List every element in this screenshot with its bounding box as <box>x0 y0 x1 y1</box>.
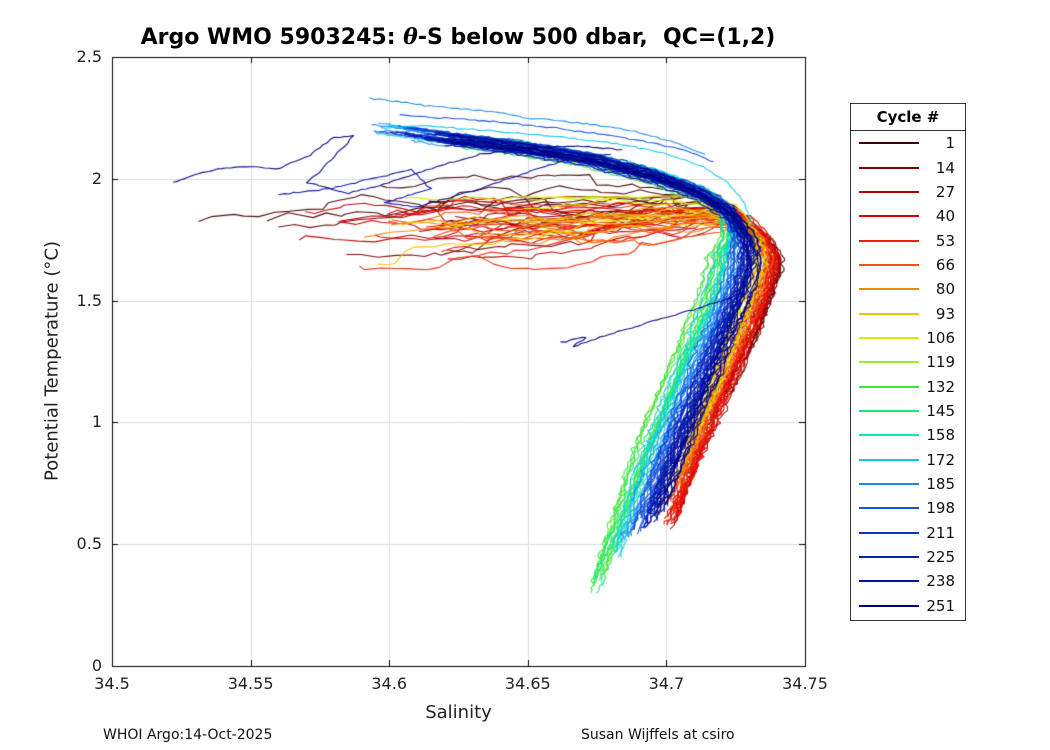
legend-entry: 185 <box>851 472 965 496</box>
y-tick-label: 1.5 <box>76 290 102 310</box>
legend-entry-label: 251 <box>926 596 955 615</box>
legend-entry: 198 <box>851 496 965 520</box>
legend-entry-label: 14 <box>935 158 955 177</box>
y-tick-label: 2.5 <box>76 47 102 66</box>
legend-entry: 225 <box>851 545 965 569</box>
legend-entry-label: 185 <box>926 474 955 493</box>
legend-line-swatch <box>859 434 919 437</box>
legend-line-swatch <box>859 239 919 242</box>
legend-line-swatch <box>859 409 919 412</box>
legend-entry-label: 66 <box>935 255 955 274</box>
legend-entry: 172 <box>851 447 965 471</box>
legend-entry: 119 <box>851 350 965 374</box>
footer-right: Susan Wijffels at csiro <box>581 727 735 743</box>
legend-entry-label: 27 <box>935 182 955 201</box>
legend-line-swatch <box>859 507 919 510</box>
legend-line-swatch <box>859 604 919 607</box>
x-tick-label: 34.65 <box>504 674 551 693</box>
legend-entry-label: 172 <box>926 450 955 469</box>
legend-entry: 80 <box>851 277 965 301</box>
x-tick-label: 34.55 <box>227 674 274 693</box>
legend-entry-label: 119 <box>926 353 955 372</box>
legend-entry: 251 <box>851 594 965 618</box>
y-tick-label: 0 <box>91 656 102 675</box>
legend-entry-label: 158 <box>926 426 955 445</box>
legend-entry-label: 145 <box>926 401 955 420</box>
legend-entry: 211 <box>851 521 965 545</box>
legend-entry-label: 80 <box>935 280 955 299</box>
legend-entry: 66 <box>851 253 965 277</box>
legend-line-swatch <box>859 336 919 339</box>
footer-left: WHOI Argo:14-Oct-2025 <box>103 727 273 743</box>
legend-entry-label: 40 <box>935 207 955 226</box>
y-tick-label: 1 <box>91 412 102 432</box>
legend-line-swatch <box>859 361 919 364</box>
legend-line-swatch <box>859 263 919 266</box>
legend-entry: 93 <box>851 301 965 325</box>
title-suffix: -S below 500 dbar, QC=(1,2) <box>417 25 776 50</box>
legend-entry: 40 <box>851 204 965 228</box>
legend-title: Cycle # <box>851 104 965 131</box>
legend: Cycle # 1 14 27 40 53 66 80 93 106 119 132 145 158 17… <box>850 103 966 621</box>
x-tick-label: 34.7 <box>648 674 685 693</box>
legend-line-swatch <box>859 385 919 388</box>
legend-line-swatch <box>859 580 919 583</box>
x-tick-label: 34.5 <box>94 674 130 693</box>
legend-entry: 53 <box>851 228 965 252</box>
legend-entry: 1 <box>851 131 965 155</box>
x-axis-label: Salinity <box>425 702 492 723</box>
legend-entry: 158 <box>851 423 965 447</box>
legend-line-swatch <box>859 312 919 315</box>
legend-entry: 238 <box>851 569 965 593</box>
legend-entry: 106 <box>851 326 965 350</box>
title-prefix: Argo WMO 5903245: <box>140 25 404 50</box>
legend-line-swatch <box>859 288 919 291</box>
legend-line-swatch <box>859 531 919 534</box>
legend-entry: 145 <box>851 399 965 423</box>
legend-entry: 132 <box>851 374 965 398</box>
legend-entry-label: 211 <box>926 523 955 542</box>
legend-entry-label: 198 <box>926 499 955 518</box>
legend-entry-label: 238 <box>926 572 955 591</box>
legend-line-swatch <box>859 458 919 461</box>
legend-line-swatch <box>859 166 919 169</box>
theta-symbol: θ <box>403 24 418 50</box>
legend-entry-label: 132 <box>926 377 955 396</box>
legend-rows: 1 14 27 40 53 66 80 93 106 119 132 145 158 172 185 198 2… <box>851 131 965 618</box>
legend-entry: 27 <box>851 180 965 204</box>
legend-entry-label: 225 <box>926 548 955 567</box>
y-axis-label: Potential Temperature (°C) <box>41 241 63 481</box>
legend-entry-label: 53 <box>935 231 955 250</box>
legend-entry-label: 93 <box>935 304 955 323</box>
legend-line-swatch <box>859 482 919 485</box>
figure-title: Argo WMO 5903245: θ-S below 500 dbar, QC… <box>100 24 816 50</box>
legend-entry-label: 1 <box>945 134 955 153</box>
legend-entry: 14 <box>851 155 965 179</box>
legend-line-swatch <box>859 142 919 145</box>
legend-line-swatch <box>859 556 919 559</box>
x-tick-label: 34.75 <box>782 674 828 693</box>
legend-line-swatch <box>859 215 919 218</box>
y-tick-label: 2 <box>91 168 102 188</box>
y-tick-label: 0.5 <box>76 534 102 554</box>
legend-line-swatch <box>859 190 919 193</box>
x-tick-label: 34.6 <box>371 674 407 693</box>
legend-entry-label: 106 <box>926 328 955 347</box>
